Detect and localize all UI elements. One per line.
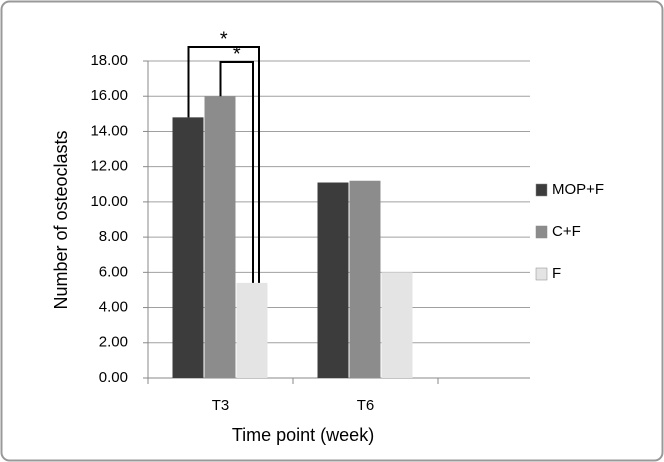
significance-marker: *: [220, 28, 228, 50]
x-tick-label: T6: [357, 397, 375, 414]
x-tick-label: T3: [212, 397, 230, 414]
y-tick-label: 12.00: [90, 158, 128, 175]
significance-bracket: [219, 61, 254, 283]
y-axis-title: Number of osteoclasts: [51, 130, 71, 309]
significance-marker: *: [233, 43, 241, 65]
y-tick-label: 0.00: [99, 369, 128, 386]
legend-swatch: [535, 267, 548, 281]
y-tick-label: 18.00: [90, 52, 128, 69]
legend-label: MOP+F: [552, 181, 604, 198]
legend-swatch: [535, 183, 548, 197]
y-tick-label: 10.00: [90, 193, 128, 210]
legend-label: F: [552, 265, 561, 282]
bar: [204, 96, 236, 378]
y-tick-label: 4.00: [99, 299, 128, 316]
y-tick-label: 14.00: [90, 122, 128, 139]
bar: [172, 117, 204, 378]
bar: [317, 182, 349, 378]
bar: [349, 180, 381, 378]
y-tick-label: 8.00: [99, 228, 128, 245]
y-tick-label: 16.00: [90, 87, 128, 104]
x-axis-title: Time point (week): [232, 425, 374, 445]
bar: [381, 272, 413, 378]
y-tick-label: 6.00: [99, 263, 128, 280]
y-tick-label: 2.00: [99, 334, 128, 351]
legend-swatch: [535, 225, 548, 239]
legend-label: C+F: [552, 223, 581, 240]
bar: [236, 282, 268, 378]
significance-bracket: [187, 46, 260, 283]
